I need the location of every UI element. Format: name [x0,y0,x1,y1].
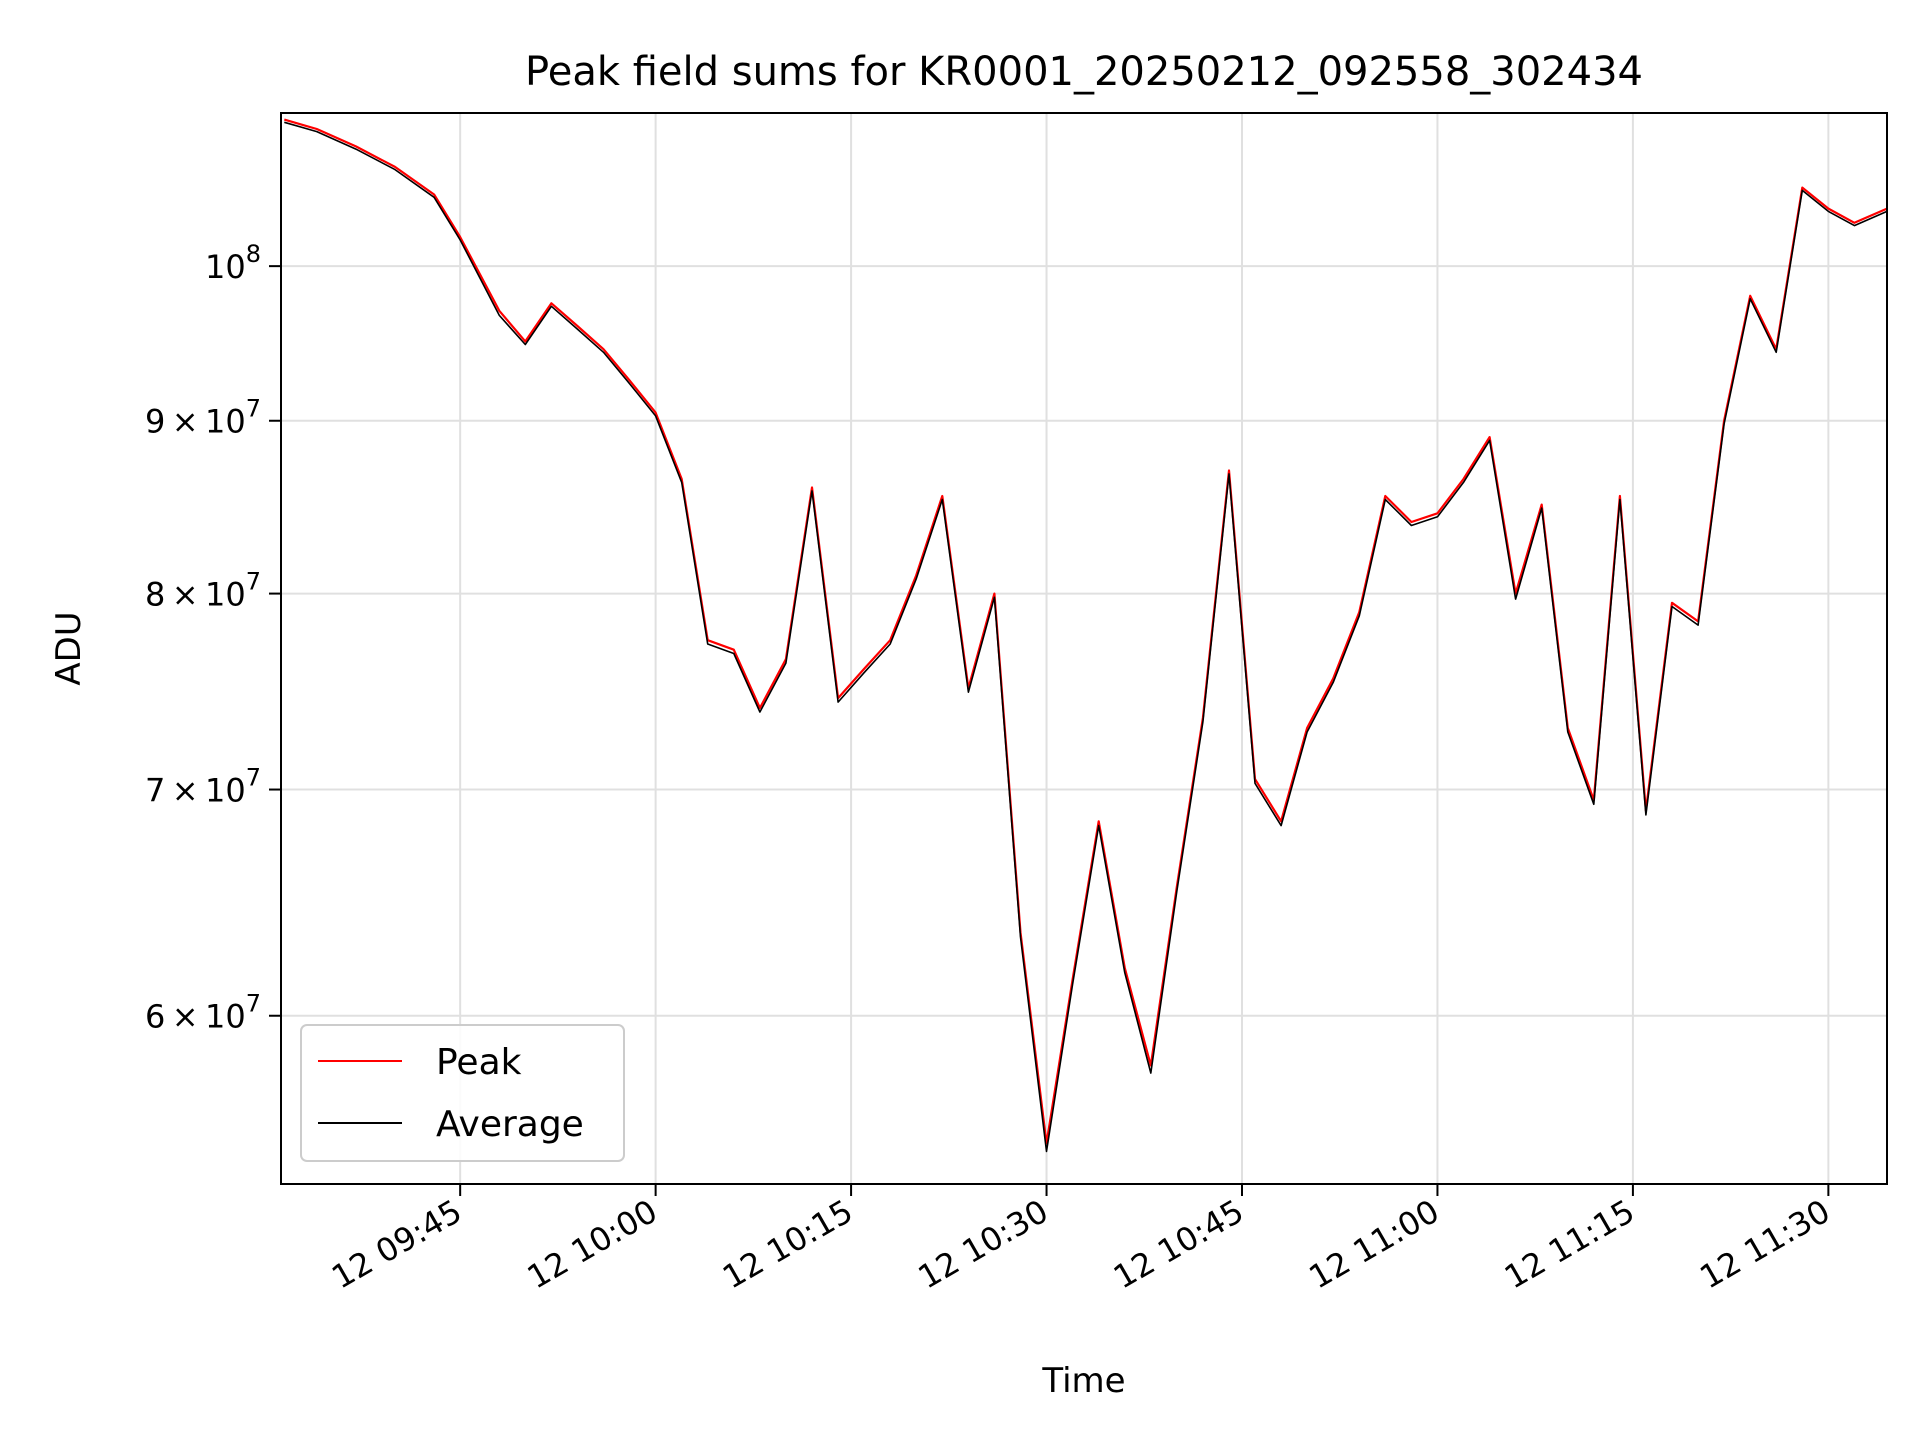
y-tick-label: 108 [205,240,261,286]
chart-title: Peak field sums for KR0001_20250212_0925… [525,49,1643,95]
y-tick-label: 9 × 107 [145,395,261,441]
x-axis-label: Time [1041,1361,1125,1401]
y-tick-label: 7 × 107 [145,764,261,810]
legend: Peak Average [300,1024,625,1162]
legend-label: Peak [436,1042,522,1083]
legend-label: Average [436,1104,584,1145]
grid-lines [281,113,1887,1184]
y-axis-label: ADU [49,611,89,685]
plot-frame [280,112,1888,1185]
y-axis-ticks: 6 × 107 7 × 107 8 × 107 9 × 107 108 [145,240,281,1036]
y-tick-label: 6 × 107 [145,990,261,1036]
legend-box [300,1024,625,1162]
series-lines [283,118,1888,1153]
series-line-average [284,121,1888,1153]
y-tick-label: 8 × 107 [145,568,261,614]
